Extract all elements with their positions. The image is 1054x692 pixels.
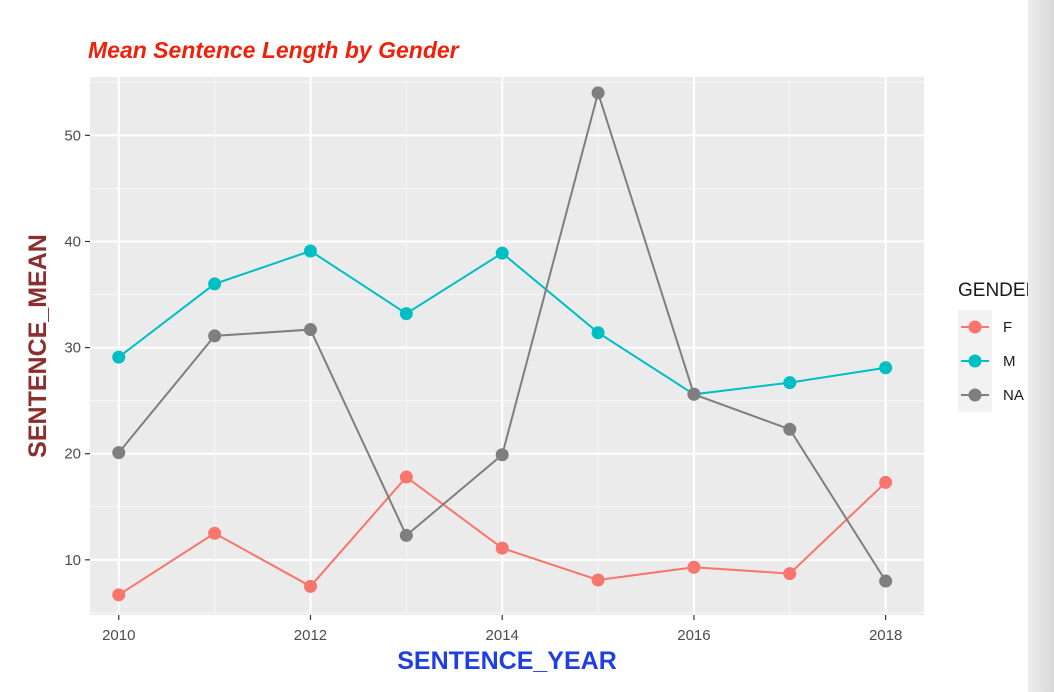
window-edge bbox=[1028, 0, 1054, 692]
legend-label: F bbox=[1003, 319, 1012, 336]
x-axis-label: SENTENCE_YEAR bbox=[397, 647, 617, 675]
data-point-f bbox=[783, 567, 797, 581]
data-point-f bbox=[495, 541, 509, 555]
data-point-f bbox=[591, 573, 605, 587]
y-tick-label: 40 bbox=[64, 233, 81, 250]
data-point-na bbox=[591, 86, 605, 100]
legend: GENDER FM NA bbox=[958, 280, 1028, 412]
data-point-na bbox=[783, 422, 797, 436]
legend-item-m: M bbox=[958, 344, 1016, 378]
x-tick-label: 2016 bbox=[677, 627, 710, 644]
legend-title: GENDER bbox=[958, 280, 1028, 301]
plot-panel bbox=[90, 77, 924, 615]
series-na bbox=[112, 86, 893, 588]
series-f bbox=[112, 470, 893, 602]
legend-key-point bbox=[968, 320, 982, 334]
data-point-f bbox=[303, 579, 317, 593]
axes: 2010 2012 2014 2016 2018 10 20 30 40 50 bbox=[64, 127, 902, 644]
panel-background bbox=[90, 77, 924, 615]
data-point-m bbox=[783, 376, 797, 390]
data-point-m bbox=[303, 244, 317, 258]
data-point-f bbox=[687, 560, 701, 574]
y-tick-label: 20 bbox=[64, 446, 81, 463]
data-point-f bbox=[208, 526, 222, 540]
data-point-na bbox=[303, 323, 317, 337]
legend-key-point bbox=[968, 388, 982, 402]
data-point-na bbox=[687, 387, 701, 401]
y-tick-label: 50 bbox=[64, 127, 81, 144]
legend-label: M bbox=[1003, 353, 1016, 370]
chart-title: Mean Sentence Length by Gender bbox=[88, 37, 460, 63]
data-point-f bbox=[879, 475, 893, 489]
data-point-m bbox=[112, 350, 126, 364]
data-point-m bbox=[208, 277, 222, 291]
legend-label: NA bbox=[1003, 387, 1024, 404]
data-point-na bbox=[399, 528, 413, 542]
y-tick-label: 10 bbox=[64, 552, 81, 569]
legend-item-f: F bbox=[958, 310, 1012, 344]
data-point-na bbox=[495, 448, 509, 462]
x-tick-label: 2014 bbox=[486, 627, 519, 644]
line-chart: Mean Sentence Length by Gender 2010 2012 2… bbox=[24, 37, 1028, 675]
legend-key-point bbox=[968, 354, 982, 368]
data-point-na bbox=[208, 329, 222, 343]
series-group bbox=[112, 86, 893, 602]
data-point-na bbox=[112, 446, 126, 460]
data-point-m bbox=[399, 307, 413, 321]
legend-item-na: NA bbox=[958, 378, 1024, 412]
data-point-f bbox=[112, 588, 126, 602]
y-axis-label: SENTENCE_MEAN bbox=[24, 234, 52, 458]
x-tick-label: 2018 bbox=[869, 627, 902, 644]
data-point-m bbox=[879, 361, 893, 375]
x-tick-label: 2010 bbox=[102, 627, 135, 644]
y-tick-label: 30 bbox=[64, 340, 81, 357]
data-point-m bbox=[591, 326, 605, 340]
data-point-f bbox=[399, 470, 413, 484]
x-tick-label: 2012 bbox=[294, 627, 327, 644]
data-point-m bbox=[495, 246, 509, 260]
data-point-na bbox=[879, 574, 893, 588]
